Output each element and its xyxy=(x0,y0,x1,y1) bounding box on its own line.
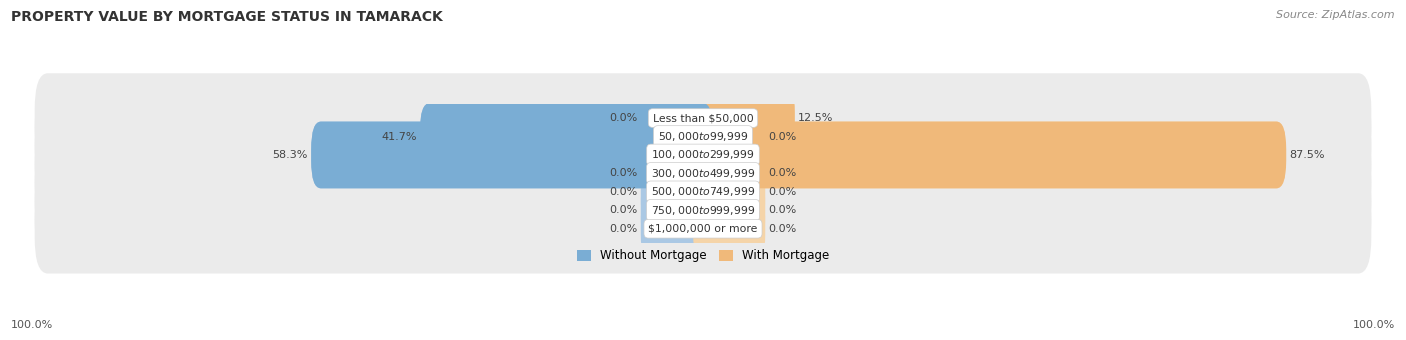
FancyBboxPatch shape xyxy=(693,85,794,151)
Text: 0.0%: 0.0% xyxy=(609,168,637,179)
FancyBboxPatch shape xyxy=(35,147,1371,237)
Text: 0.0%: 0.0% xyxy=(769,168,797,179)
FancyBboxPatch shape xyxy=(641,177,713,244)
Text: 0.0%: 0.0% xyxy=(769,224,797,234)
FancyBboxPatch shape xyxy=(641,158,713,225)
Text: $750,000 to $999,999: $750,000 to $999,999 xyxy=(651,204,755,217)
Text: 0.0%: 0.0% xyxy=(769,132,797,141)
FancyBboxPatch shape xyxy=(693,158,765,225)
FancyBboxPatch shape xyxy=(693,122,1286,188)
Text: $1,000,000 or more: $1,000,000 or more xyxy=(648,224,758,234)
Text: Source: ZipAtlas.com: Source: ZipAtlas.com xyxy=(1277,10,1395,20)
FancyBboxPatch shape xyxy=(693,177,765,244)
FancyBboxPatch shape xyxy=(693,122,1286,188)
Text: PROPERTY VALUE BY MORTGAGE STATUS IN TAMARACK: PROPERTY VALUE BY MORTGAGE STATUS IN TAM… xyxy=(11,10,443,24)
Text: 12.5%: 12.5% xyxy=(799,113,834,123)
FancyBboxPatch shape xyxy=(35,184,1371,274)
FancyBboxPatch shape xyxy=(641,140,713,207)
FancyBboxPatch shape xyxy=(35,110,1371,200)
FancyBboxPatch shape xyxy=(311,122,713,188)
Text: 0.0%: 0.0% xyxy=(609,205,637,215)
FancyBboxPatch shape xyxy=(420,103,713,170)
Text: 0.0%: 0.0% xyxy=(609,187,637,197)
FancyBboxPatch shape xyxy=(35,166,1371,255)
FancyBboxPatch shape xyxy=(35,92,1371,181)
FancyBboxPatch shape xyxy=(693,140,765,207)
Text: 100.0%: 100.0% xyxy=(11,320,53,330)
FancyBboxPatch shape xyxy=(311,122,713,188)
FancyBboxPatch shape xyxy=(641,195,713,262)
Legend: Without Mortgage, With Mortgage: Without Mortgage, With Mortgage xyxy=(572,245,834,267)
FancyBboxPatch shape xyxy=(693,103,765,170)
Text: $500,000 to $749,999: $500,000 to $749,999 xyxy=(651,185,755,198)
Text: 0.0%: 0.0% xyxy=(609,224,637,234)
FancyBboxPatch shape xyxy=(693,85,794,151)
FancyBboxPatch shape xyxy=(420,103,713,170)
Text: 0.0%: 0.0% xyxy=(609,113,637,123)
FancyBboxPatch shape xyxy=(693,195,765,262)
Text: 58.3%: 58.3% xyxy=(273,150,308,160)
FancyBboxPatch shape xyxy=(35,129,1371,218)
Text: Less than $50,000: Less than $50,000 xyxy=(652,113,754,123)
Text: 0.0%: 0.0% xyxy=(769,205,797,215)
Text: 41.7%: 41.7% xyxy=(381,132,416,141)
Text: 87.5%: 87.5% xyxy=(1289,150,1324,160)
Text: $50,000 to $99,999: $50,000 to $99,999 xyxy=(658,130,748,143)
Text: $300,000 to $499,999: $300,000 to $499,999 xyxy=(651,167,755,180)
FancyBboxPatch shape xyxy=(641,85,713,151)
Text: 100.0%: 100.0% xyxy=(1353,320,1395,330)
Text: $100,000 to $299,999: $100,000 to $299,999 xyxy=(651,149,755,162)
Text: 0.0%: 0.0% xyxy=(769,187,797,197)
FancyBboxPatch shape xyxy=(35,73,1371,163)
